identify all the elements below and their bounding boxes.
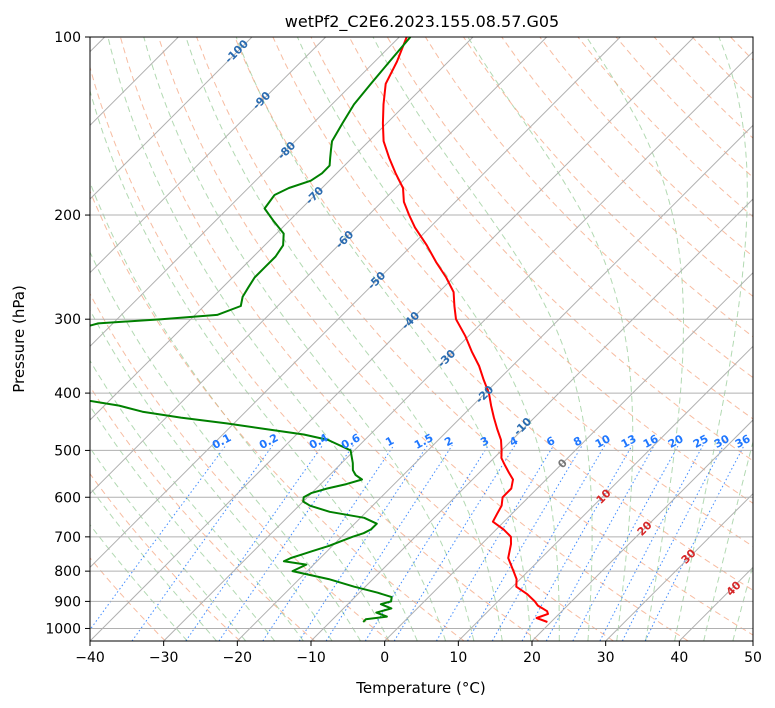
mixing-ratio-line — [185, 444, 324, 641]
isotherm-line — [90, 37, 695, 641]
y-tick-label: 200 — [54, 208, 81, 224]
isotherm-line — [236, 124, 753, 641]
dry-adiabat — [386, 37, 753, 420]
dry-adiabat — [90, 292, 390, 641]
mixing-ratio-line — [435, 444, 555, 641]
y-axis-title: Pressure (hPa) — [10, 285, 28, 393]
isotherm-line — [90, 37, 327, 274]
x-tick-label: 40 — [670, 650, 688, 666]
temperature-line — [381, 37, 549, 623]
y-tick-label: 700 — [54, 530, 81, 546]
y-tick-label: 400 — [54, 386, 81, 402]
isobar-gridlines — [90, 37, 753, 629]
mixing-ratio-label: 36 — [733, 432, 753, 451]
dry-adiabat — [90, 385, 316, 641]
x-axis-ticks: −40 −30 −20 −10 0 10 20 30 40 50 — [75, 641, 762, 666]
x-tick-label: 30 — [597, 650, 615, 666]
x-tick-label: −40 — [75, 650, 105, 666]
isotherm-line — [90, 37, 400, 348]
isotherm-line — [457, 345, 753, 641]
dry-adiabat — [119, 37, 614, 641]
dry-adiabat — [501, 37, 753, 298]
x-tick-label: 50 — [744, 650, 762, 666]
moist-adiabat — [732, 563, 753, 641]
dry-adiabat — [348, 37, 753, 462]
moist-adiabat — [90, 309, 333, 641]
y-tick-label: 1000 — [45, 621, 81, 637]
mixing-ratio-label: 30 — [712, 432, 732, 451]
y-axis-ticks: 100 200 300 400 500 600 700 800 900 1000 — [45, 30, 90, 637]
mixing-ratio-line — [131, 444, 274, 641]
isotherm-line — [90, 37, 253, 200]
x-tick-label: −30 — [149, 650, 179, 666]
skewed-isotherms — [90, 37, 753, 641]
dry-adiabat — [158, 37, 689, 641]
mixing-ratio-line — [218, 444, 354, 641]
moist-adiabat — [90, 486, 217, 641]
isotherm-line — [310, 198, 753, 641]
moist-adiabat — [90, 181, 390, 641]
isotherm-line — [384, 271, 753, 641]
moist-adiabat — [703, 439, 753, 641]
x-tick-label: −20 — [223, 650, 253, 666]
mixing-ratio-line — [298, 444, 429, 641]
dry-adiabat — [272, 37, 753, 547]
isotherm-line — [90, 37, 621, 569]
mixing-ratio-line — [262, 444, 395, 641]
isotherm-line — [605, 492, 753, 641]
x-tick-label: −10 — [296, 650, 326, 666]
isotherm-line — [90, 37, 474, 421]
isotherm-line — [90, 37, 548, 495]
x-tick-label: 10 — [449, 650, 467, 666]
moist-adiabat — [90, 523, 188, 641]
mixing-ratio-label: 25 — [691, 432, 711, 451]
moist-adiabat — [90, 89, 418, 641]
x-tick-label: 0 — [380, 650, 389, 666]
moist-adiabat — [90, 447, 247, 641]
moist-adiabat — [90, 405, 276, 641]
dry-adiabat — [234, 37, 753, 591]
mixing-ratio-line — [621, 444, 724, 641]
adiabat-labels: -100-90-80-70-60-50-40-30-20-10010203040… — [210, 37, 753, 599]
y-tick-label: 500 — [54, 443, 81, 459]
dry-adiabat — [90, 472, 241, 641]
moist-adiabat — [372, 37, 593, 641]
mixing-ratio-line — [393, 444, 516, 641]
y-tick-label: 300 — [54, 312, 81, 328]
mixing-ratio-label: 16 — [641, 432, 661, 451]
moist-adiabat — [107, 37, 447, 641]
moist-adiabat — [674, 37, 748, 641]
mixing-ratio-line — [644, 444, 745, 641]
mixing-ratio-line — [325, 444, 453, 641]
moist-adiabat — [185, 37, 503, 641]
dewpoint-line — [90, 37, 412, 623]
x-axis-title: Temperature (°C) — [355, 679, 485, 697]
dry-adiabat — [424, 37, 753, 379]
chart-title: wetPf2_C2E6.2023.155.08.57.G05 — [285, 12, 559, 32]
mixing-ratio-line — [521, 444, 633, 641]
plot-frame — [89, 36, 754, 642]
dry-adiabat — [463, 37, 753, 338]
dry-adiabats — [90, 37, 753, 641]
mixing-ratio-label: 10 — [593, 432, 613, 451]
dry-adiabat — [90, 190, 465, 641]
x-tick-label: 20 — [523, 650, 541, 666]
y-tick-label: 800 — [54, 564, 81, 580]
moist-adiabat — [90, 359, 304, 641]
mixing-ratio-label: 13 — [619, 432, 639, 451]
isotherm-line — [531, 419, 753, 641]
y-tick-label: 600 — [54, 490, 81, 506]
y-tick-label: 900 — [54, 594, 81, 610]
dry-adiabat — [310, 37, 753, 504]
mixing-ratio-label: 20 — [666, 432, 686, 451]
moist-adiabat — [586, 37, 684, 641]
profile-lines — [90, 37, 549, 623]
y-tick-label: 100 — [54, 30, 81, 46]
moist-adiabat — [143, 37, 475, 641]
dry-adiabat — [90, 65, 540, 641]
mixing-ratio-line — [545, 444, 655, 641]
